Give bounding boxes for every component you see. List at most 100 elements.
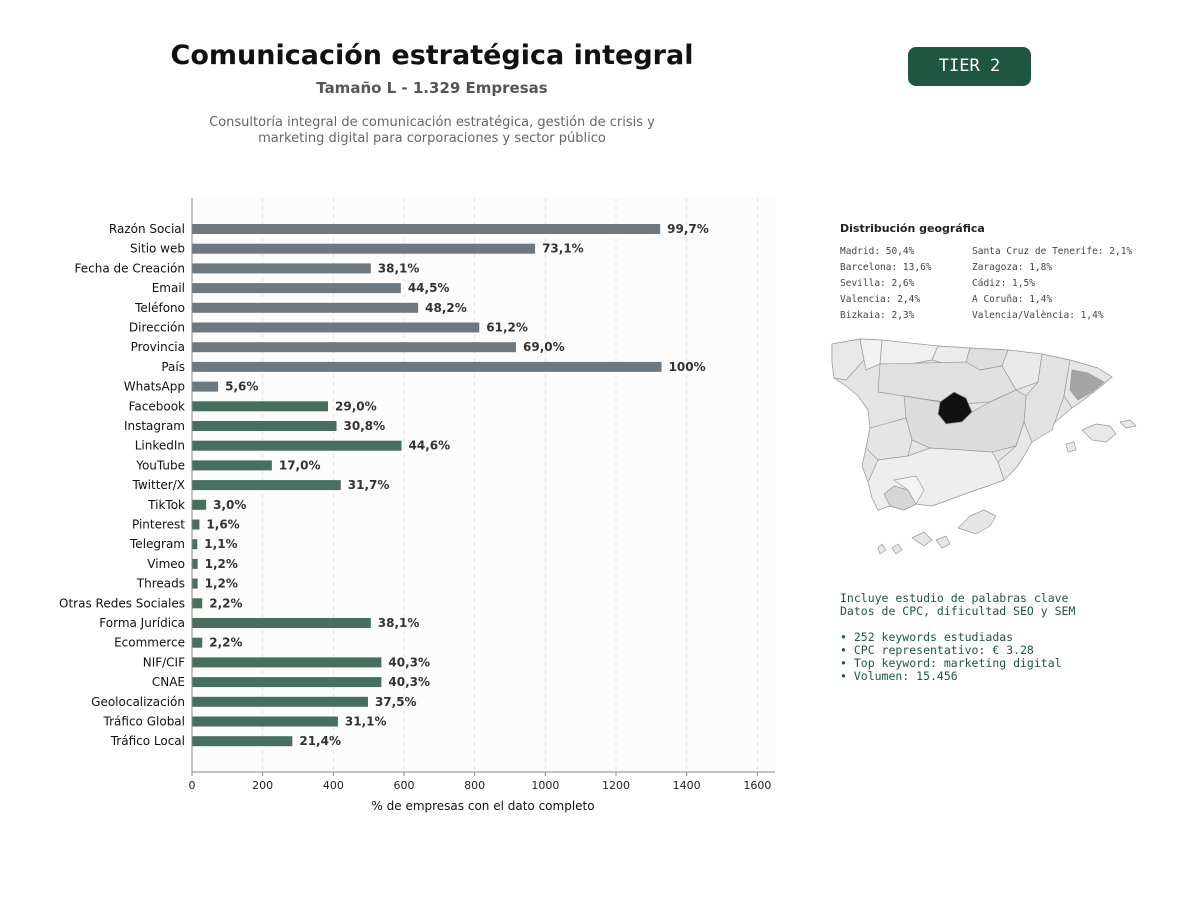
- keyword-bullet: • Top keyword: marketing digital: [840, 656, 1062, 670]
- barcelona-region: [1069, 369, 1105, 401]
- data-label: 21,4%: [299, 734, 341, 748]
- tenerife-island: [911, 531, 933, 547]
- ibiza-island: [1065, 441, 1077, 453]
- geo-title: Distribución geográfica: [840, 222, 985, 235]
- geo-item: Cádiz: 1,5%: [972, 278, 1035, 289]
- bar: [192, 578, 198, 589]
- x-ticks: 0 200 400 600 800 1000 1200 1400 1600: [189, 772, 771, 792]
- x-tick-label: 1400: [673, 779, 701, 792]
- asturias-region: [879, 339, 939, 365]
- y-tick-label: Telegram: [129, 537, 185, 551]
- data-label: 73,1%: [542, 242, 584, 256]
- spain-map: [831, 338, 1137, 555]
- data-label: 30,8%: [344, 419, 386, 433]
- bar: [192, 401, 329, 412]
- y-tick-label: Instagram: [124, 419, 185, 433]
- y-tick-label: Teléfono: [134, 301, 185, 315]
- data-label: 2,2%: [209, 596, 242, 610]
- geo-item: A Coruña: 1,4%: [972, 294, 1053, 305]
- data-label: 44,5%: [408, 281, 450, 295]
- x-tick-label: 1200: [602, 779, 630, 792]
- data-label: 1,2%: [205, 557, 238, 571]
- bar: [192, 440, 402, 451]
- data-label: 3,0%: [213, 498, 246, 512]
- geo-item: Sevilla: 2,6%: [840, 278, 915, 289]
- data-label: 38,1%: [378, 616, 420, 630]
- y-tick-label: Geolocalización: [91, 695, 185, 709]
- x-tick-label: 600: [394, 779, 415, 792]
- data-label: 38,1%: [378, 261, 420, 275]
- bar: [192, 342, 517, 353]
- cantabria-region: [931, 345, 971, 365]
- y-tick-label: Twitter/X: [132, 478, 185, 492]
- bar: [192, 677, 382, 688]
- data-label: 1,2%: [205, 577, 238, 591]
- y-tick-label: País: [161, 360, 185, 374]
- y-tick-label: Dirección: [129, 321, 185, 335]
- geo-item: Zaragoza: 1,8%: [972, 262, 1053, 273]
- data-label: 61,2%: [486, 321, 528, 335]
- geo-item: Barcelona: 13,6%: [840, 262, 932, 273]
- x-tick-label: 400: [323, 779, 344, 792]
- geo-item: Bizkaia: 2,3%: [840, 310, 915, 321]
- data-label: 2,2%: [209, 636, 242, 650]
- y-tick-label: TikTok: [147, 498, 185, 512]
- bar: [192, 736, 293, 747]
- keywords-section: Incluye estudio de palabras clave Datos …: [840, 592, 1075, 683]
- bar: [192, 460, 272, 471]
- valencia-region: [997, 421, 1033, 481]
- bar: [192, 381, 219, 392]
- y-tick-label: YouTube: [135, 458, 185, 472]
- data-label: 1,1%: [204, 537, 237, 551]
- x-axis-label: % de empresas con el dato completo: [371, 799, 594, 813]
- geo-item: Valencia: 2,4%: [840, 294, 921, 305]
- y-tick-label: Tráfico Local: [110, 734, 185, 748]
- data-label: 40,3%: [388, 655, 430, 669]
- x-tick-label: 0: [189, 779, 196, 792]
- navarra-region: [1001, 349, 1043, 391]
- bar: [192, 657, 382, 668]
- bar: [192, 283, 401, 294]
- keyword-bullet: • CPC representativo: € 3.28: [840, 643, 1034, 657]
- galicia-east-region: [859, 338, 883, 371]
- data-label: 31,7%: [348, 478, 390, 492]
- description-line-1: Consultoría integral de comunicación est…: [209, 115, 655, 130]
- data-label: 1,6%: [206, 518, 239, 532]
- data-label: 69,0%: [523, 340, 565, 354]
- page-subtitle: Tamaño L - 1.329 Empresas: [316, 79, 548, 97]
- keywords-line-2: Datos de CPC, dificultad SEO y SEM: [840, 604, 1076, 618]
- bar: [192, 302, 419, 313]
- data-label: 31,1%: [345, 715, 387, 729]
- data-label: 5,6%: [225, 380, 258, 394]
- y-tick-label: CNAE: [152, 675, 185, 689]
- bar: [192, 480, 341, 491]
- x-tick-label: 200: [252, 779, 273, 792]
- bar: [192, 263, 371, 274]
- geo-item: Madrid: 50,4%: [840, 246, 915, 257]
- bar-chart: Razón Social 99,7% Sitio web 73,1% Fecha de …: [59, 198, 775, 813]
- bar: [192, 243, 536, 254]
- geo-item: Valencia/València: 1,4%: [972, 310, 1104, 321]
- bar: [192, 224, 661, 234]
- bar: [192, 637, 203, 648]
- bar: [192, 322, 480, 333]
- bar: [192, 421, 337, 431]
- y-tick-label: LinkedIn: [135, 439, 185, 453]
- geo-item: Santa Cruz de Tenerife: 2,1%: [972, 246, 1133, 257]
- description-line-2: marketing digital para corporaciones y s…: [258, 131, 606, 146]
- bar: [192, 361, 662, 372]
- mallorca-island: [1081, 423, 1117, 443]
- bar: [192, 598, 203, 609]
- y-tick-label: Ecommerce: [114, 636, 185, 650]
- keyword-bullet: • 252 keywords estudiadas: [840, 630, 1014, 644]
- page-title: Comunicación estratégica integral: [170, 40, 694, 71]
- keyword-bullet: • Volumen: 15.456: [840, 669, 958, 683]
- y-tick-label: Facebook: [129, 399, 185, 413]
- page-description: Consultoría integral de comunicación est…: [132, 115, 732, 147]
- y-tick-label: Otras Redes Sociales: [59, 596, 185, 610]
- y-tick-label: WhatsApp: [124, 380, 185, 394]
- x-tick-label: 800: [464, 779, 485, 792]
- data-label: 100%: [669, 360, 706, 374]
- y-tick-label: Vimeo: [147, 557, 185, 571]
- canary-east-island: [957, 509, 997, 535]
